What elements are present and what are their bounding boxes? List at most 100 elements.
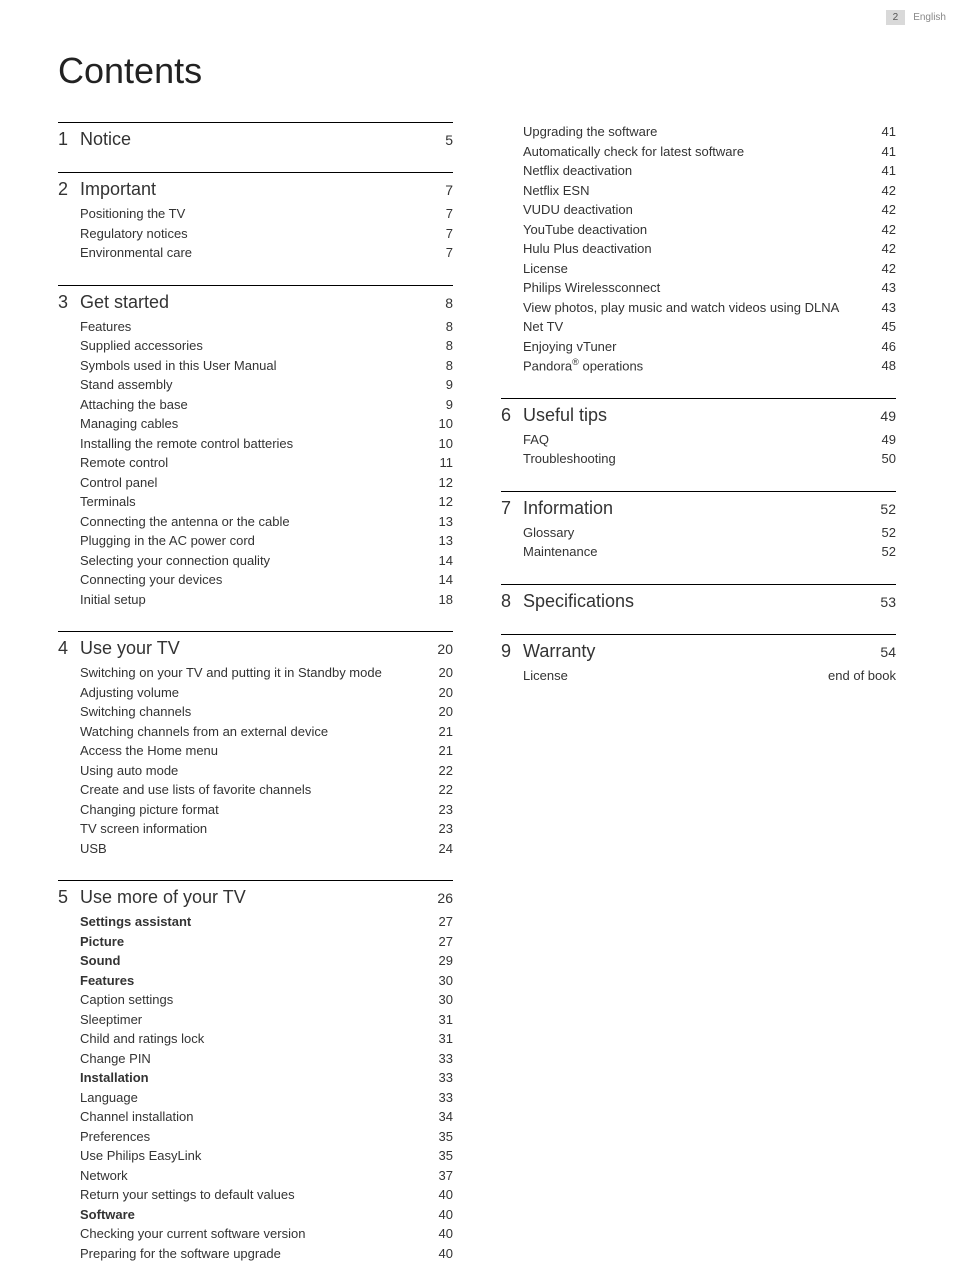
toc-section-page: 8 bbox=[423, 295, 453, 311]
toc-entry: Automatically check for latest software4… bbox=[523, 142, 896, 162]
toc-section-number: 9 bbox=[501, 641, 523, 662]
toc-section-heading: 6Useful tips49 bbox=[501, 398, 896, 426]
toc-section: 7Information52Glossary52Maintenance52 bbox=[501, 491, 896, 562]
toc-entry-page: 42 bbox=[866, 181, 896, 201]
toc-section-page: 5 bbox=[423, 132, 453, 148]
toc-entry: Use Philips EasyLink35 bbox=[80, 1146, 453, 1166]
toc-entry: Language33 bbox=[80, 1088, 453, 1108]
toc-entry-page: 33 bbox=[423, 1068, 453, 1088]
toc-entry: Installing the remote control batteries1… bbox=[80, 434, 453, 454]
toc-entry: FAQ49 bbox=[523, 430, 896, 450]
toc-section-title: Notice bbox=[80, 129, 423, 150]
toc-entry: Initial setup18 bbox=[80, 590, 453, 610]
toc-entry-label: Switching channels bbox=[80, 702, 423, 722]
toc-entry-page: 7 bbox=[423, 224, 453, 244]
toc-entry: Connecting the antenna or the cable13 bbox=[80, 512, 453, 532]
toc-columns: 1Notice52Important7Positioning the TV7Re… bbox=[58, 122, 896, 1285]
toc-entry-page: 14 bbox=[423, 570, 453, 590]
toc-entry: Create and use lists of favorite channel… bbox=[80, 780, 453, 800]
toc-entry-page: 41 bbox=[866, 161, 896, 181]
toc-entry: Settings assistant27 bbox=[80, 912, 453, 932]
toc-section-page: 54 bbox=[866, 644, 896, 660]
toc-entry: Caption settings30 bbox=[80, 990, 453, 1010]
toc-entry-label: Terminals bbox=[80, 492, 423, 512]
toc-entry-label: Sound bbox=[80, 951, 423, 971]
toc-entry-label: YouTube deactivation bbox=[523, 220, 866, 240]
toc-entry-page: 8 bbox=[423, 317, 453, 337]
toc-entry: View photos, play music and watch videos… bbox=[523, 298, 896, 318]
toc-entry-label: Remote control bbox=[80, 453, 423, 473]
toc-section-page: 52 bbox=[866, 501, 896, 517]
toc-entry-label: Access the Home menu bbox=[80, 741, 423, 761]
toc-entry-label: Using auto mode bbox=[80, 761, 423, 781]
toc-entry: Features30 bbox=[80, 971, 453, 991]
toc-entry-label: Sleeptimer bbox=[80, 1010, 423, 1030]
toc-entry-label: Stand assembly bbox=[80, 375, 423, 395]
toc-entry-label: Features bbox=[80, 317, 423, 337]
toc-entry-page: 21 bbox=[423, 722, 453, 742]
toc-entry-label: License bbox=[523, 259, 866, 279]
toc-entry-label: Connecting the antenna or the cable bbox=[80, 512, 423, 532]
toc-section-number: 8 bbox=[501, 591, 523, 612]
toc-entry: Picture27 bbox=[80, 932, 453, 952]
toc-entry: Features8 bbox=[80, 317, 453, 337]
toc-entry: Positioning the TV7 bbox=[80, 204, 453, 224]
toc-entry-page: end of book bbox=[828, 666, 896, 686]
toc-entry: Preferences35 bbox=[80, 1127, 453, 1147]
toc-entry-page: 18 bbox=[423, 590, 453, 610]
toc-entry-label: Channel installation bbox=[80, 1107, 423, 1127]
toc-entry: Plugging in the AC power cord13 bbox=[80, 531, 453, 551]
toc-entry-page: 9 bbox=[423, 375, 453, 395]
toc-entry-page: 13 bbox=[423, 531, 453, 551]
toc-entries: Features8Supplied accessories8Symbols us… bbox=[58, 317, 453, 610]
toc-entry-label: Return your settings to default values bbox=[80, 1185, 423, 1205]
toc-entry-page: 41 bbox=[866, 122, 896, 142]
toc-section-page: 20 bbox=[423, 641, 453, 657]
toc-section: 4Use your TV20 Switching on your TV and p… bbox=[58, 631, 453, 858]
toc-entries: Settings assistant27Picture27Sound29Feat… bbox=[58, 912, 453, 1263]
toc-entry: Regulatory notices7 bbox=[80, 224, 453, 244]
toc-entry-page: 12 bbox=[423, 473, 453, 493]
toc-entry: Changing picture format23 bbox=[80, 800, 453, 820]
toc-entry-label: Symbols used in this User Manual bbox=[80, 356, 423, 376]
toc-entry-page: 14 bbox=[423, 551, 453, 571]
toc-entry-label: Positioning the TV bbox=[80, 204, 423, 224]
toc-section-heading: 3Get started8 bbox=[58, 285, 453, 313]
toc-entry: Symbols used in this User Manual8 bbox=[80, 356, 453, 376]
toc-entry: Connecting your devices14 bbox=[80, 570, 453, 590]
toc-entries: Switching on your TV and putting it in S… bbox=[58, 663, 453, 858]
toc-entry-label: Plugging in the AC power cord bbox=[80, 531, 423, 551]
toc-entry-page: 23 bbox=[423, 819, 453, 839]
toc-section-number: 5 bbox=[58, 887, 80, 908]
toc-entry: Change PIN33 bbox=[80, 1049, 453, 1069]
toc-entry: Glossary52 bbox=[523, 523, 896, 543]
toc-entry: Philips Wirelessconnect43 bbox=[523, 278, 896, 298]
toc-column-right: Upgrading the software41Automatically ch… bbox=[501, 122, 896, 1285]
toc-entry-label: Netflix ESN bbox=[523, 181, 866, 201]
toc-section-heading: 4Use your TV20 bbox=[58, 631, 453, 659]
toc-entry: USB24 bbox=[80, 839, 453, 859]
toc-entry: Sound29 bbox=[80, 951, 453, 971]
toc-entry-label: USB bbox=[80, 839, 423, 859]
toc-entry: Switching on your TV and putting it in S… bbox=[80, 663, 453, 683]
toc-entry-label: Switching on your TV and putting it in S… bbox=[80, 663, 423, 683]
toc-entry: Installation33 bbox=[80, 1068, 453, 1088]
toc-entry-page: 42 bbox=[866, 220, 896, 240]
toc-entry-label: Software bbox=[80, 1205, 423, 1225]
toc-section-number: 7 bbox=[501, 498, 523, 519]
toc-entry-page: 40 bbox=[423, 1244, 453, 1264]
toc-entry-page: 42 bbox=[866, 259, 896, 279]
toc-entry-page: 24 bbox=[423, 839, 453, 859]
toc-entries: Licenseend of book bbox=[501, 666, 896, 686]
toc-entry-label: Hulu Plus deactivation bbox=[523, 239, 866, 259]
toc-entry: Control panel12 bbox=[80, 473, 453, 493]
toc-entry-label: Maintenance bbox=[523, 542, 866, 562]
toc-entry-page: 9 bbox=[423, 395, 453, 415]
toc-entry-page: 30 bbox=[423, 971, 453, 991]
toc-entry: Remote control11 bbox=[80, 453, 453, 473]
toc-entry: Licenseend of book bbox=[523, 666, 896, 686]
toc-section: 6Useful tips49FAQ49Troubleshooting50 bbox=[501, 398, 896, 469]
toc-entry: Using auto mode22 bbox=[80, 761, 453, 781]
toc-entry-label: License bbox=[523, 666, 828, 686]
toc-entry-label: Use Philips EasyLink bbox=[80, 1146, 423, 1166]
